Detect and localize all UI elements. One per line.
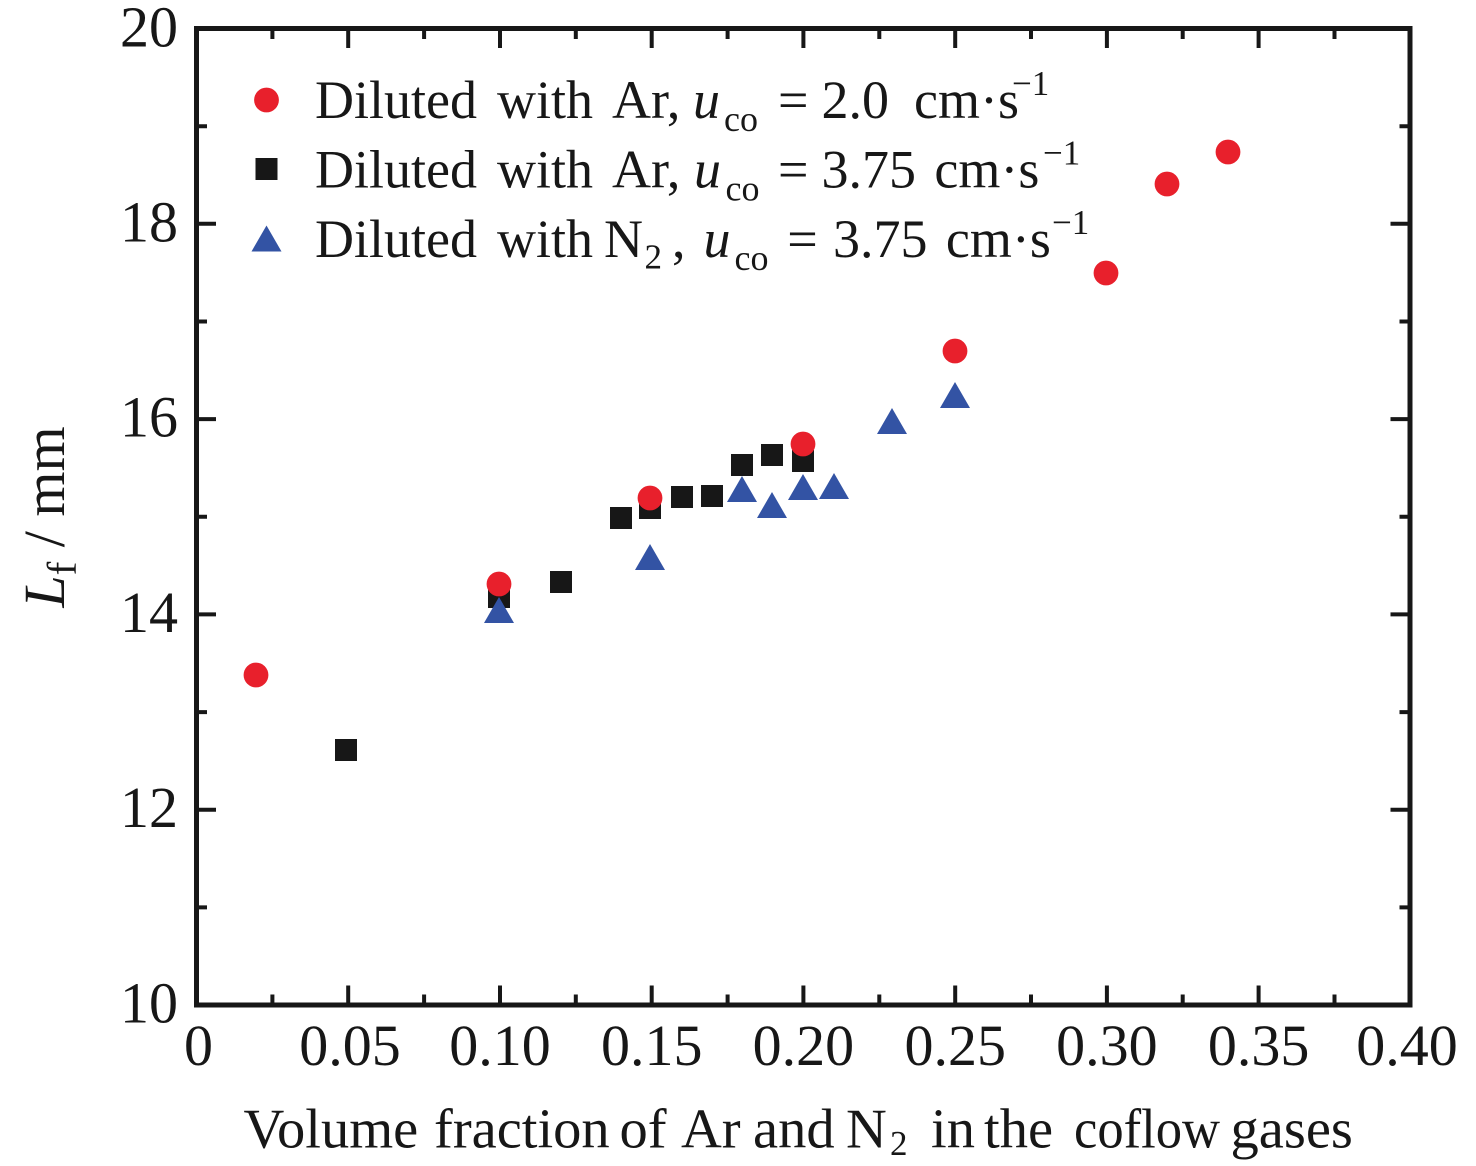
svg-text:Diluted: Diluted bbox=[315, 70, 477, 130]
svg-text:3.75: 3.75 bbox=[822, 140, 917, 200]
svg-text:0.05: 0.05 bbox=[299, 1013, 401, 1078]
svg-text:u: u bbox=[694, 140, 721, 200]
svg-text:cm·s: cm·s bbox=[914, 70, 1019, 130]
svg-text:in: in bbox=[931, 1099, 975, 1161]
svg-text:with: with bbox=[497, 209, 593, 269]
svg-text:0.25: 0.25 bbox=[904, 1013, 1006, 1078]
svg-text:20: 20 bbox=[120, 0, 178, 60]
svg-text:2: 2 bbox=[890, 1124, 908, 1163]
svg-text:with: with bbox=[497, 70, 593, 130]
svg-text:=: = bbox=[787, 209, 817, 269]
svg-text:0.15: 0.15 bbox=[601, 1013, 703, 1078]
svg-text:14: 14 bbox=[120, 580, 178, 645]
svg-text:0.40: 0.40 bbox=[1356, 1013, 1458, 1078]
svg-text:with: with bbox=[497, 140, 593, 200]
svg-text:16: 16 bbox=[120, 385, 178, 450]
svg-text:−1: −1 bbox=[1043, 134, 1080, 173]
svg-text:gases: gases bbox=[1231, 1099, 1353, 1161]
svg-text:Ar: Ar bbox=[681, 1099, 741, 1161]
svg-text:N: N bbox=[846, 1099, 887, 1161]
svg-text:2.0: 2.0 bbox=[822, 70, 890, 130]
svg-text:12: 12 bbox=[120, 775, 178, 840]
svg-text:coflow: coflow bbox=[1074, 1099, 1220, 1161]
svg-text:−1: −1 bbox=[1052, 203, 1089, 242]
svg-text:Diluted: Diluted bbox=[315, 209, 477, 269]
svg-text:co: co bbox=[735, 238, 769, 278]
svg-text:fraction: fraction bbox=[434, 1099, 610, 1161]
svg-text:Lf / mm: Lf / mm bbox=[12, 426, 85, 608]
svg-text:Ar,: Ar, bbox=[612, 140, 680, 200]
svg-text:the: the bbox=[984, 1099, 1053, 1161]
svg-text:=: = bbox=[778, 70, 808, 130]
svg-text:cm·s: cm·s bbox=[934, 140, 1039, 200]
svg-text:cm·s: cm·s bbox=[946, 209, 1051, 269]
svg-text:=: = bbox=[778, 140, 808, 200]
svg-text:0: 0 bbox=[184, 1013, 213, 1078]
svg-text:10: 10 bbox=[120, 971, 178, 1036]
svg-text:Ar,: Ar, bbox=[612, 70, 680, 130]
svg-text:and: and bbox=[753, 1099, 835, 1161]
svg-text:0.30: 0.30 bbox=[1056, 1013, 1158, 1078]
svg-text:of: of bbox=[620, 1099, 667, 1161]
svg-text:N: N bbox=[604, 209, 643, 269]
svg-text:0.10: 0.10 bbox=[449, 1013, 551, 1078]
svg-text:u: u bbox=[693, 70, 720, 130]
svg-text:18: 18 bbox=[120, 189, 178, 254]
svg-text:2: 2 bbox=[645, 238, 663, 277]
svg-text:co: co bbox=[726, 169, 760, 209]
svg-text:co: co bbox=[724, 99, 758, 139]
svg-text:0.35: 0.35 bbox=[1208, 1013, 1310, 1078]
svg-text:Volume: Volume bbox=[244, 1099, 419, 1161]
svg-text:3.75: 3.75 bbox=[833, 209, 928, 269]
svg-text:−1: −1 bbox=[1012, 64, 1049, 103]
svg-text:0.20: 0.20 bbox=[753, 1013, 855, 1078]
svg-text:u: u bbox=[704, 209, 731, 269]
svg-text:Diluted: Diluted bbox=[315, 140, 477, 200]
svg-text:,: , bbox=[672, 209, 686, 269]
